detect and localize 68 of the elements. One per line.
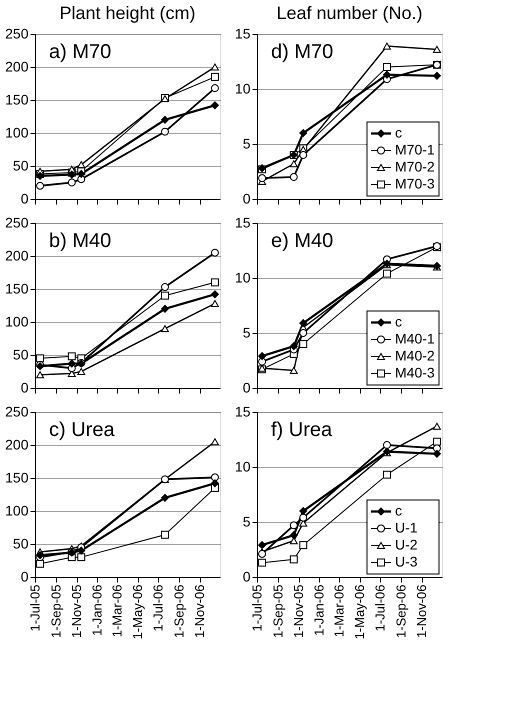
legend-label: M70-1 (395, 142, 435, 158)
y-tick-label: 0 (20, 190, 29, 206)
x-tick-label: 1-Sep-06 (394, 584, 409, 638)
y-tick-label: 100 (5, 314, 29, 330)
x-tick-label: 1-Nov-06 (192, 584, 208, 638)
x-tick-label: 1-Nov-05 (69, 584, 84, 638)
x-tick-label: 1-Sep-05 (48, 584, 64, 638)
x-tick-label: 1-Sep-06 (172, 584, 187, 638)
legend-label: U-1 (395, 520, 418, 536)
legend-label: M70-3 (395, 176, 435, 192)
y-tick-label: 15 (234, 404, 251, 420)
legend-label: U-3 (395, 554, 418, 570)
x-tick-label: 1-Jul-05 (28, 584, 42, 632)
y-tick-label: 250 (5, 214, 29, 230)
x-tick-label: 1-Jan-06 (90, 584, 105, 636)
x-tick-label: 1-Jul-06 (150, 584, 166, 632)
x-tick-label: 1-May-06 (130, 584, 146, 640)
x-tick-label: 1-Jul-05 (250, 584, 264, 632)
legend-label: c (395, 124, 402, 140)
y-tick-label: 50 (12, 346, 29, 362)
annotation: d) M70 (271, 41, 334, 63)
y-tick-label: 100 (5, 502, 29, 518)
x-tick-label: 1-Nov-05 (291, 584, 306, 638)
y-tick-label: 250 (5, 404, 29, 420)
x-tick-label: 1-Nov-06 (414, 584, 430, 638)
y-tick-label: 200 (5, 436, 29, 452)
y-tick-label: 150 (5, 92, 29, 108)
y-tick-label: 15 (234, 214, 251, 230)
y-tick-label: 5 (242, 514, 251, 530)
y-tick-label: 10 (234, 270, 251, 286)
y-tick-label: 0 (242, 190, 251, 206)
y-tick-label: 100 (5, 124, 29, 140)
y-tick-label: 250 (5, 26, 29, 42)
legend-label: M40-3 (395, 364, 435, 380)
x-tick-label: 1-May-06 (352, 584, 368, 640)
y-tick-label: 0 (20, 568, 29, 584)
annotation: a) M70 (49, 41, 112, 63)
y-tick-label: 150 (5, 280, 29, 296)
annotation: e) M40 (271, 230, 334, 252)
legend-label: c (395, 502, 402, 518)
legend-label: c (395, 314, 402, 330)
x-tick-label: 1-Jan-06 (312, 584, 327, 636)
y-tick-label: 10 (234, 80, 251, 96)
y-tick-label: 5 (242, 324, 251, 340)
legend-label: M70-2 (395, 158, 435, 174)
y-tick-label: 5 (242, 136, 251, 152)
legend-label: U-2 (395, 536, 418, 552)
annotation: c) Urea (49, 419, 116, 441)
x-tick-label: 1-Jul-06 (372, 584, 388, 632)
x-tick-label: 1-Mar-06 (110, 584, 125, 638)
y-tick-label: 0 (242, 568, 251, 584)
y-tick-label: 200 (5, 248, 29, 264)
x-tick-label: 1-Mar-06 (332, 584, 347, 638)
y-tick-label: 0 (242, 380, 251, 396)
y-tick-label: 50 (12, 536, 29, 552)
annotation: b) M40 (49, 230, 112, 252)
y-tick-label: 10 (234, 458, 251, 474)
annotation: f) Urea (271, 419, 333, 441)
legend-label: M40-2 (395, 348, 435, 364)
y-tick-label: 50 (12, 158, 29, 174)
x-tick-label: 1-Sep-05 (270, 584, 286, 638)
y-tick-label: 15 (234, 26, 251, 42)
chart-title: Plant height (cm) (59, 3, 196, 23)
chart-title: Leaf number (No.) (276, 3, 423, 23)
legend-label: M40-1 (395, 330, 435, 346)
y-tick-label: 200 (5, 58, 29, 74)
y-tick-label: 0 (20, 380, 29, 396)
y-tick-label: 150 (5, 470, 29, 486)
